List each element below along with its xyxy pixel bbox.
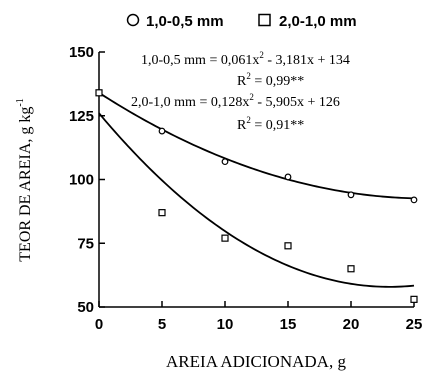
y-axis-title-superscript: -1: [15, 98, 26, 106]
y-axis-title: TEOR DE AREIA, g kg-1: [15, 98, 34, 261]
legend-marker-square: [258, 13, 271, 27]
x-tick-label: 0: [95, 316, 103, 333]
data-point-circle: [410, 196, 418, 204]
data-point-square: [158, 209, 166, 217]
fit-curves: [98, 92, 415, 288]
legend: 1,0-0,5 mm 2,0-1,0 mm: [126, 13, 357, 30]
x-tick-label: 20: [343, 316, 360, 333]
axes: [98, 52, 414, 308]
y-tick-label: 50: [77, 299, 94, 316]
data-point-circle: [284, 173, 292, 181]
equation-series-2: 2,0-1,0 mm = 0,128x2 - 5,905x + 126: [131, 92, 340, 110]
data-point-square: [95, 89, 103, 97]
legend-label-series-1: 1,0-0,5 mm: [146, 13, 224, 30]
data-point-square: [347, 265, 355, 273]
data-point-square: [221, 234, 229, 242]
x-axis-title: AREIA ADICIONADA, g: [166, 352, 346, 371]
tick-labels: 0 5 10 15 20 25 50 75 100 125 150: [69, 44, 422, 333]
ticks: [98, 51, 415, 308]
data-points: [95, 89, 418, 303]
legend-label-series-2: 2,0-1,0 mm: [279, 13, 357, 30]
data-point-square: [410, 295, 418, 303]
y-axis-title-main: TEOR DE AREIA, g kg: [17, 107, 34, 262]
r2-series-1: R2 = 0,99**: [237, 71, 304, 89]
x-tick-label: 15: [280, 316, 297, 333]
data-point-circle: [347, 191, 355, 199]
y-tick-label: 100: [69, 172, 94, 189]
equation-series-1: 1,0-0,5 mm = 0,061x2 - 3,181x + 134: [141, 50, 350, 68]
data-point-circle: [221, 158, 229, 166]
x-tick-label: 5: [158, 316, 166, 333]
x-tick-label: 10: [217, 316, 234, 333]
annotations: 1,0-0,5 mm = 0,061x2 - 3,181x + 134 R2 =…: [131, 50, 350, 133]
y-tick-label: 150: [69, 44, 94, 61]
x-tick-label: 25: [406, 316, 423, 333]
fit-curve-series-1: [98, 92, 415, 200]
fit-curve-series-2: [98, 112, 415, 288]
data-point-square: [284, 242, 292, 250]
y-tick-label: 75: [77, 235, 94, 252]
legend-marker-circle: [126, 13, 140, 27]
y-tick-label: 125: [69, 108, 94, 125]
data-point-circle: [158, 127, 166, 135]
r2-series-2: R2 = 0,91**: [237, 115, 304, 133]
